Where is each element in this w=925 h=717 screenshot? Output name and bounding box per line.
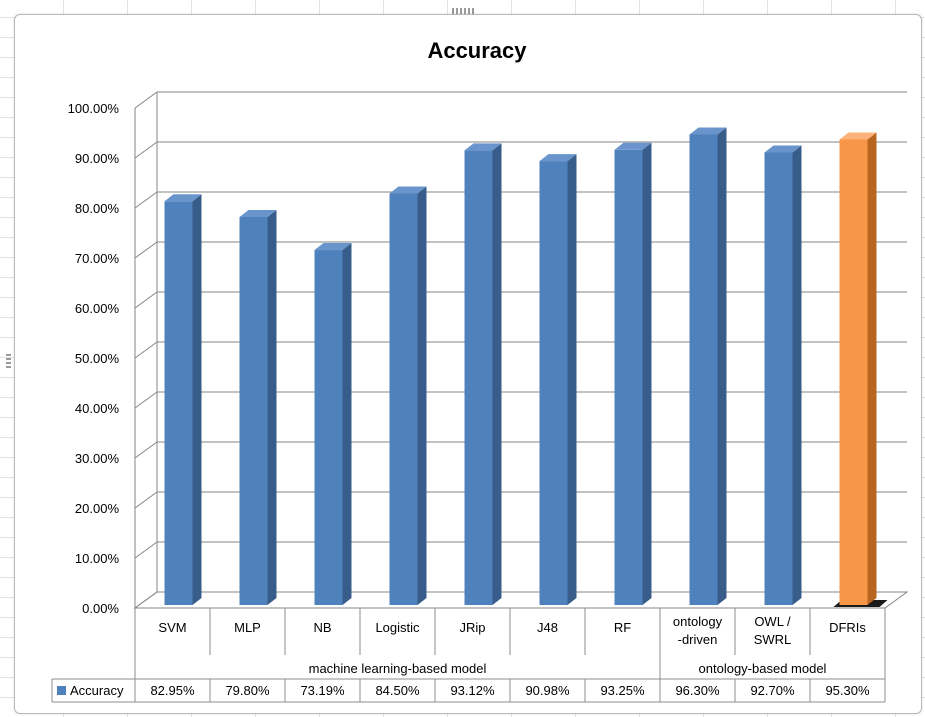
table-value: 92.70% bbox=[750, 683, 795, 698]
gridline-depth bbox=[134, 291, 158, 309]
bar-front bbox=[464, 150, 493, 605]
gridline-depth bbox=[134, 341, 158, 359]
bar-side bbox=[342, 243, 352, 606]
bar-front bbox=[764, 152, 793, 605]
bar-side bbox=[567, 154, 577, 605]
gridline-depth bbox=[134, 191, 158, 209]
bar-side bbox=[717, 127, 727, 605]
chart-title: Accuracy bbox=[427, 38, 527, 63]
bar-front bbox=[314, 250, 343, 606]
table-value: 93.12% bbox=[450, 683, 495, 698]
gridline-depth bbox=[134, 141, 158, 159]
y-tick-label: 100.00% bbox=[68, 101, 120, 116]
category-label: SWRL bbox=[754, 632, 792, 647]
bar-front bbox=[239, 217, 268, 605]
table-value: 93.25% bbox=[600, 683, 645, 698]
gridline-depth bbox=[134, 91, 158, 109]
bar-side bbox=[642, 142, 652, 605]
y-tick-label: 0.00% bbox=[82, 601, 119, 616]
bar-front bbox=[689, 134, 718, 605]
table-value: 96.30% bbox=[675, 683, 720, 698]
y-tick-label: 10.00% bbox=[75, 551, 120, 566]
y-tick-label: 20.00% bbox=[75, 501, 120, 516]
category-label: JRip bbox=[459, 620, 485, 635]
table-value: 82.95% bbox=[150, 683, 195, 698]
bar-side bbox=[267, 210, 277, 605]
bar-top bbox=[314, 243, 352, 251]
data-table: machine learning-based model ontology-bas… bbox=[51, 608, 886, 703]
bar-top bbox=[539, 154, 577, 162]
bar-side bbox=[867, 132, 877, 605]
category-label: OWL / bbox=[754, 614, 791, 629]
table-value: 79.80% bbox=[225, 683, 270, 698]
bar-top bbox=[239, 210, 277, 217]
y-tick-label: 50.00% bbox=[75, 351, 120, 366]
bar-top bbox=[164, 194, 202, 202]
resize-handle-top[interactable] bbox=[452, 8, 474, 14]
category-label: J48 bbox=[537, 620, 558, 635]
y-tick-label: 80.00% bbox=[75, 201, 120, 216]
y-tick-label: 60.00% bbox=[75, 301, 120, 316]
series-name: Accuracy bbox=[70, 683, 124, 698]
bar-side bbox=[792, 145, 802, 605]
bar-front bbox=[389, 193, 418, 605]
bar-front bbox=[614, 149, 643, 605]
category-label: MLP bbox=[234, 620, 261, 635]
table-value: 73.19% bbox=[300, 683, 345, 698]
category-label: Logistic bbox=[375, 620, 420, 635]
y-axis: 0.00% 10.00% 20.00% 30.00% 40.00% 50.00% 60.00… bbox=[68, 101, 120, 616]
table-value: 95.30% bbox=[825, 683, 870, 698]
y-tick-label: 30.00% bbox=[75, 451, 120, 466]
gridline-depth bbox=[134, 391, 158, 409]
gridline-depth bbox=[134, 241, 158, 259]
gridline-depth bbox=[134, 491, 158, 509]
bar-front bbox=[164, 201, 193, 605]
category-label: DFRIs bbox=[829, 620, 866, 635]
bar-front bbox=[539, 161, 568, 605]
category-label: RF bbox=[614, 620, 631, 635]
resize-handle-left[interactable] bbox=[6, 352, 11, 368]
gridline-depth bbox=[134, 541, 158, 559]
table-value: 90.98% bbox=[525, 683, 570, 698]
group-label: ontology-based model bbox=[699, 661, 827, 676]
bar-top bbox=[614, 142, 652, 150]
bar-side bbox=[192, 194, 202, 605]
category-label: -driven bbox=[678, 632, 718, 647]
bar-top bbox=[764, 145, 802, 153]
bar-top bbox=[689, 127, 727, 135]
bar-side bbox=[417, 186, 427, 605]
y-tick-label: 40.00% bbox=[75, 401, 120, 416]
bar-top bbox=[464, 143, 502, 151]
gridline-depth bbox=[134, 441, 158, 459]
category-label: NB bbox=[313, 620, 331, 635]
bar-top bbox=[839, 132, 877, 140]
category-label: ontology bbox=[673, 614, 723, 629]
chart-floor bbox=[133, 591, 909, 609]
table-value: 84.50% bbox=[375, 683, 420, 698]
bar-side bbox=[492, 143, 502, 605]
bar-front bbox=[839, 139, 868, 605]
bar-top bbox=[389, 186, 427, 194]
bars bbox=[164, 127, 888, 607]
group-label: machine learning-based model bbox=[309, 661, 487, 676]
category-label: SVM bbox=[158, 620, 186, 635]
y-tick-label: 90.00% bbox=[75, 151, 120, 166]
y-tick-label: 70.00% bbox=[75, 251, 120, 266]
legend-key bbox=[57, 686, 66, 695]
